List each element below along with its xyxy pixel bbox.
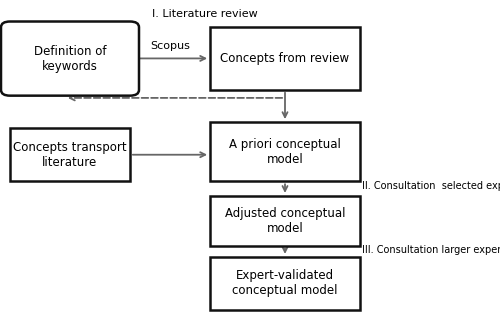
Text: Adjusted conceptual
model: Adjusted conceptual model	[225, 207, 345, 235]
FancyBboxPatch shape	[210, 27, 360, 90]
FancyBboxPatch shape	[210, 257, 360, 310]
FancyBboxPatch shape	[10, 128, 130, 181]
Text: Expert-validated
conceptual model: Expert-validated conceptual model	[232, 269, 338, 297]
Text: II. Consultation  selected expert group: II. Consultation selected expert group	[362, 180, 500, 191]
Text: Concepts transport
literature: Concepts transport literature	[13, 141, 127, 169]
FancyBboxPatch shape	[210, 122, 360, 181]
Text: Scopus: Scopus	[150, 41, 190, 51]
Text: A priori conceptual
model: A priori conceptual model	[229, 138, 341, 166]
FancyBboxPatch shape	[210, 196, 360, 246]
FancyBboxPatch shape	[1, 22, 139, 96]
Text: Concepts from review: Concepts from review	[220, 52, 350, 65]
Text: Definition of
keywords: Definition of keywords	[34, 45, 106, 73]
Text: I. Literature review: I. Literature review	[152, 9, 258, 20]
Text: III. Consultation larger expert group: III. Consultation larger expert group	[362, 245, 500, 255]
